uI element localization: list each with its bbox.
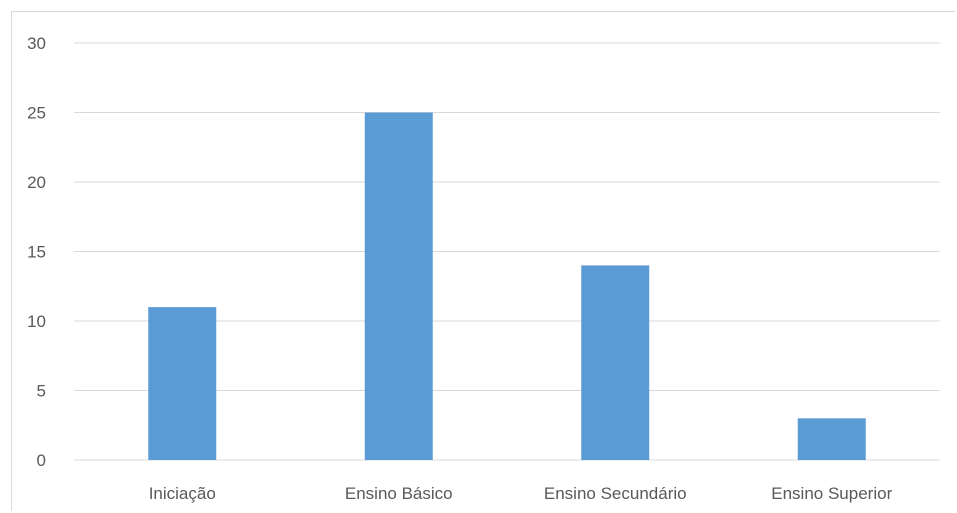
- y-tick-label: 20: [27, 173, 46, 192]
- category-label-1: Iniciação: [149, 484, 216, 503]
- chart-frame: [11, 11, 955, 511]
- bars: [148, 112, 866, 460]
- bar-2: [364, 112, 433, 460]
- y-tick-label: 30: [27, 34, 46, 53]
- bar-3: [581, 265, 650, 460]
- y-tick-label: 5: [37, 382, 46, 401]
- y-axis-tick-labels: 0 5 10 15 20 25 30: [27, 34, 46, 470]
- y-tick-label: 10: [27, 312, 46, 331]
- category-label-2: Ensino Básico: [345, 484, 453, 503]
- category-label-4: Ensino Superior: [771, 484, 892, 503]
- y-tick-label: 0: [37, 451, 46, 470]
- y-tick-label: 25: [27, 104, 46, 123]
- category-label-3: Ensino Secundário: [544, 484, 687, 503]
- bar-4: [797, 418, 866, 460]
- gridlines: [74, 42, 940, 461]
- bar-1: [148, 307, 217, 460]
- y-tick-label: 15: [27, 243, 46, 262]
- x-axis-category-labels: Iniciação Ensino Básico Ensino Secundário E…: [149, 484, 893, 503]
